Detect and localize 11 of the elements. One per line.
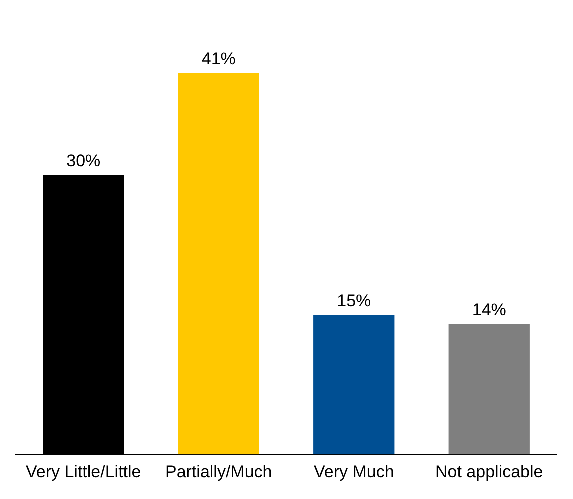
- data-label: 30%: [66, 152, 101, 171]
- bar: [178, 73, 260, 455]
- x-tick-label: Very Much: [314, 462, 394, 482]
- data-label: 41%: [202, 49, 236, 68]
- data-label: 14%: [472, 300, 506, 320]
- bar: [314, 315, 395, 455]
- data-label: 15%: [337, 291, 372, 310]
- x-tick-label: Partially/Much: [165, 462, 272, 482]
- bar: [448, 324, 530, 455]
- x-tick-label: Very Little/Little: [26, 462, 142, 482]
- x-tick-label: Not applicable: [436, 462, 544, 482]
